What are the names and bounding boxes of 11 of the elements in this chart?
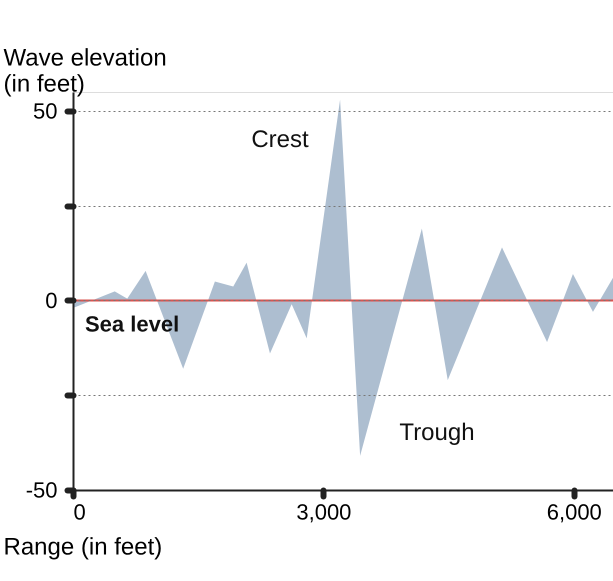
y-tick-label: 50: [33, 98, 58, 124]
ref-line-label: Sea level: [85, 311, 180, 336]
x-axis-title: Range (in feet): [4, 534, 162, 560]
y-tick-label: -50: [26, 478, 58, 502]
x-tick-label: 3,000: [296, 500, 352, 524]
y-tick-label: 0: [45, 288, 58, 313]
y-axis-title: Wave elevation (in feet): [4, 44, 167, 98]
annotation: Trough: [399, 419, 475, 446]
x-tick-label: 0: [74, 500, 86, 524]
annotation: Crest: [251, 126, 309, 153]
x-tick-label: 6,000: [546, 500, 602, 524]
